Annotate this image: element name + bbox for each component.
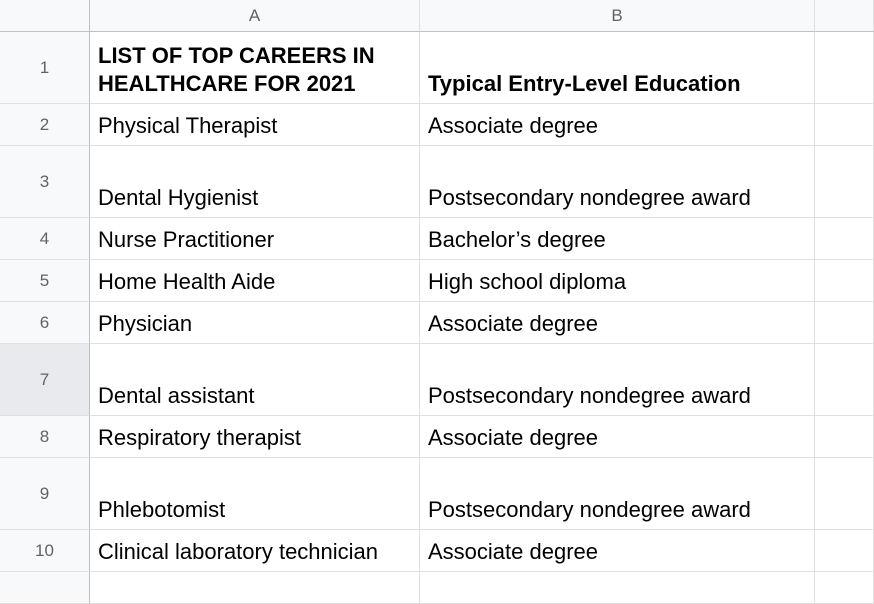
cell-C7[interactable] — [815, 344, 874, 416]
spreadsheet-grid[interactable]: A B 1 LIST OF TOP CAREERS IN HEALTHCARE … — [0, 0, 874, 604]
cell-B4[interactable]: Bachelor’s degree — [420, 218, 815, 260]
cell-C5[interactable] — [815, 260, 874, 302]
cell-A5[interactable]: Home Health Aide — [90, 260, 420, 302]
cell-A6[interactable]: Physician — [90, 302, 420, 344]
cell-C2[interactable] — [815, 104, 874, 146]
col-header-A[interactable]: A — [90, 0, 420, 32]
cell-B10[interactable]: Associate degree — [420, 530, 815, 572]
cell-C11[interactable] — [815, 572, 874, 604]
cell-A1[interactable]: LIST OF TOP CAREERS IN HEALTHCARE FOR 20… — [90, 32, 420, 104]
select-all-corner[interactable] — [0, 0, 90, 32]
cell-B2[interactable]: Associate degree — [420, 104, 815, 146]
cell-A11[interactable] — [90, 572, 420, 604]
cell-C1[interactable] — [815, 32, 874, 104]
row-header-2[interactable]: 2 — [0, 104, 90, 146]
cell-A7[interactable]: Dental assistant — [90, 344, 420, 416]
cell-C6[interactable] — [815, 302, 874, 344]
cell-B5[interactable]: High school diploma — [420, 260, 815, 302]
cell-A8[interactable]: Respiratory therapist — [90, 416, 420, 458]
row-header-11[interactable] — [0, 572, 90, 604]
cell-B8[interactable]: Associate degree — [420, 416, 815, 458]
row-header-9[interactable]: 9 — [0, 458, 90, 530]
cell-C10[interactable] — [815, 530, 874, 572]
cell-B1[interactable]: Typical Entry-Level Education — [420, 32, 815, 104]
cell-B7[interactable]: Postsecondary nondegree award — [420, 344, 815, 416]
cell-C3[interactable] — [815, 146, 874, 218]
cell-A4[interactable]: Nurse Practitioner — [90, 218, 420, 260]
cell-B9[interactable]: Postsecondary nondegree award — [420, 458, 815, 530]
row-header-1[interactable]: 1 — [0, 32, 90, 104]
row-header-3[interactable]: 3 — [0, 146, 90, 218]
cell-C4[interactable] — [815, 218, 874, 260]
row-header-5[interactable]: 5 — [0, 260, 90, 302]
col-header-B[interactable]: B — [420, 0, 815, 32]
cell-B11[interactable] — [420, 572, 815, 604]
row-header-6[interactable]: 6 — [0, 302, 90, 344]
cell-A10[interactable]: Clinical laboratory technician — [90, 530, 420, 572]
cell-A2[interactable]: Physical Therapist — [90, 104, 420, 146]
row-header-4[interactable]: 4 — [0, 218, 90, 260]
row-header-8[interactable]: 8 — [0, 416, 90, 458]
row-header-10[interactable]: 10 — [0, 530, 90, 572]
cell-B6[interactable]: Associate degree — [420, 302, 815, 344]
cell-A9[interactable]: Phlebotomist — [90, 458, 420, 530]
cell-B3[interactable]: Postsecondary nondegree award — [420, 146, 815, 218]
row-header-7[interactable]: 7 — [0, 344, 90, 416]
col-header-C[interactable] — [815, 0, 874, 32]
cell-C9[interactable] — [815, 458, 874, 530]
cell-A3[interactable]: Dental Hygienist — [90, 146, 420, 218]
cell-C8[interactable] — [815, 416, 874, 458]
